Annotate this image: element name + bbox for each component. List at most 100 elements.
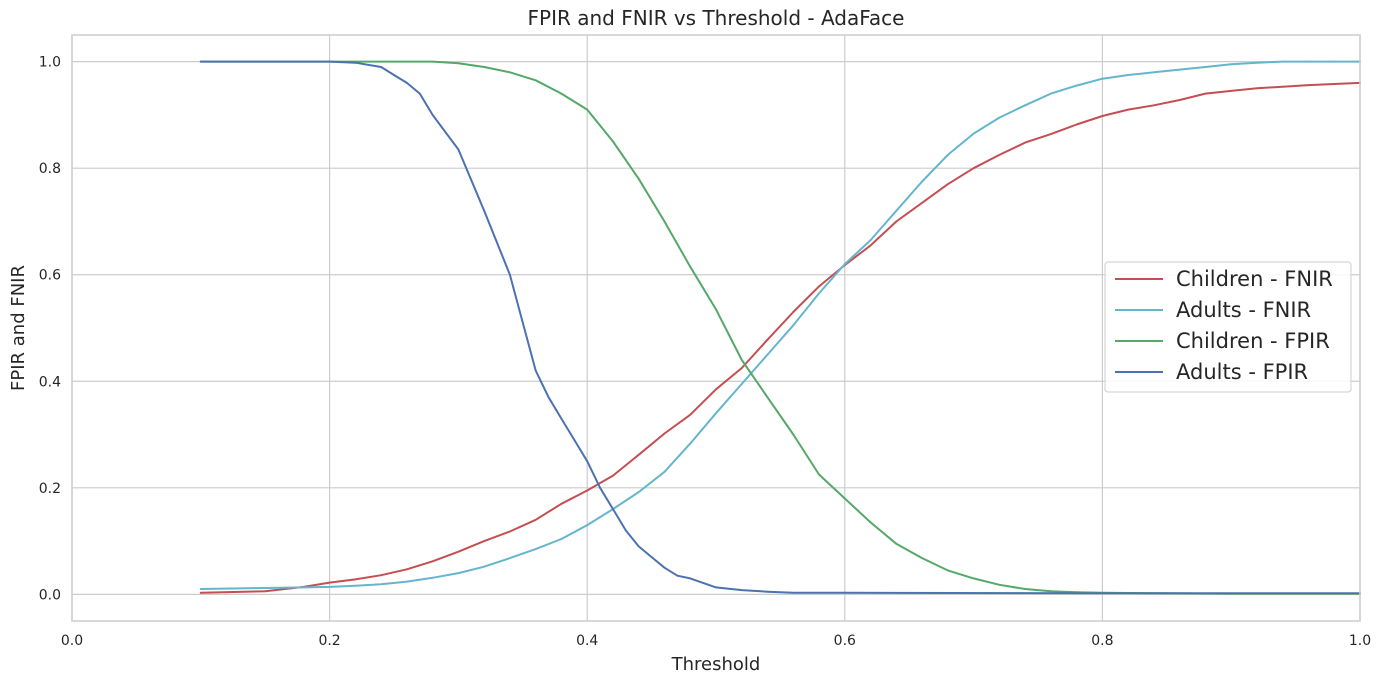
- data-point: [586, 460, 589, 463]
- data-point: [715, 412, 717, 415]
- legend-label: Adults - FPIR: [1176, 360, 1308, 384]
- data-point: [264, 587, 267, 589]
- data-point: [792, 433, 795, 436]
- data-point: [1230, 90, 1233, 92]
- x-tick-label: 0.0: [61, 633, 83, 649]
- y-tick-label: 0.2: [39, 481, 61, 497]
- data-point: [1256, 87, 1258, 90]
- data-point: [406, 82, 408, 84]
- data-point: [393, 74, 395, 76]
- data-point: [560, 502, 563, 505]
- data-point: [406, 580, 408, 583]
- data-point: [612, 474, 614, 477]
- data-point: [637, 177, 640, 180]
- x-tick-label: 0.4: [576, 633, 598, 649]
- data-point: [818, 473, 820, 476]
- data-point: [843, 591, 846, 594]
- data-point: [1050, 590, 1052, 593]
- data-point: [972, 132, 975, 135]
- data-point: [998, 154, 1001, 156]
- data-point: [199, 588, 202, 590]
- data-point: [689, 413, 692, 416]
- data-point: [457, 62, 460, 65]
- data-point: [1075, 123, 1078, 126]
- data-point: [393, 60, 395, 63]
- data-point: [740, 367, 743, 369]
- data-point: [599, 486, 601, 489]
- data-point: [509, 530, 511, 533]
- data-point: [431, 560, 434, 563]
- data-point: [715, 586, 717, 589]
- data-point: [534, 79, 537, 82]
- y-tick-label: 0.8: [39, 161, 61, 177]
- data-point: [843, 497, 846, 500]
- data-point: [534, 518, 537, 521]
- series-layer: [199, 60, 1361, 595]
- data-point: [766, 590, 769, 593]
- data-point: [921, 180, 923, 183]
- data-point: [1230, 63, 1233, 66]
- chart-title: FPIR and FNIR vs Threshold - AdaFace: [528, 6, 905, 30]
- data-point: [1050, 92, 1052, 95]
- data-point: [380, 574, 382, 577]
- data-point: [1153, 71, 1155, 74]
- y-tick-label: 0.6: [39, 268, 61, 284]
- data-point: [586, 524, 589, 526]
- data-point: [1101, 77, 1104, 80]
- data-point: [354, 61, 357, 64]
- data-point: [1204, 92, 1207, 95]
- data-point: [483, 209, 486, 212]
- series-group: [199, 60, 1361, 595]
- data-point: [534, 369, 537, 372]
- data-point: [1024, 104, 1026, 107]
- data-point: [1075, 84, 1078, 87]
- data-point: [1024, 588, 1026, 590]
- data-point: [560, 538, 563, 540]
- data-point: [663, 470, 666, 473]
- data-point: [509, 557, 511, 559]
- data-point: [766, 338, 769, 341]
- data-point: [1024, 141, 1026, 144]
- data-point: [406, 568, 408, 571]
- y-tick-label: 0.4: [39, 374, 61, 390]
- data-point: [663, 566, 666, 569]
- data-point: [1101, 592, 1104, 595]
- data-point: [946, 569, 949, 572]
- legend-label: Adults - FNIR: [1176, 298, 1311, 322]
- data-point: [264, 590, 267, 593]
- legend-box: [1104, 261, 1352, 393]
- data-point: [431, 60, 434, 63]
- data-point: [715, 388, 717, 391]
- data-point: [895, 209, 898, 212]
- data-point: [972, 577, 975, 580]
- data-point: [1101, 115, 1104, 117]
- data-point: [547, 396, 550, 399]
- series-line: [199, 60, 1361, 595]
- data-point: [457, 572, 460, 574]
- data-point: [509, 71, 511, 74]
- legend-label: Children - FNIR: [1176, 267, 1333, 291]
- data-point: [624, 529, 627, 532]
- data-point: [946, 154, 949, 156]
- data-point: [380, 583, 382, 586]
- legend: Children - FNIR Adults - FNIR Children - F…: [1104, 261, 1352, 393]
- data-point: [818, 285, 820, 288]
- plot-frame: [71, 34, 1361, 622]
- data-point: [328, 586, 331, 588]
- data-point: [612, 140, 614, 143]
- data-point: [431, 114, 434, 116]
- data-point: [972, 167, 975, 170]
- data-point: [740, 589, 743, 591]
- data-point: [1127, 74, 1130, 76]
- x-tick-label: 0.8: [1091, 633, 1113, 649]
- data-point: [766, 353, 769, 356]
- data-point: [663, 432, 666, 435]
- data-point: [1256, 61, 1258, 64]
- data-point: [354, 584, 357, 587]
- data-point: [740, 359, 743, 361]
- data-point: [1281, 85, 1284, 88]
- data-point: [431, 576, 434, 579]
- data-point: [895, 542, 898, 545]
- data-point: [792, 311, 795, 313]
